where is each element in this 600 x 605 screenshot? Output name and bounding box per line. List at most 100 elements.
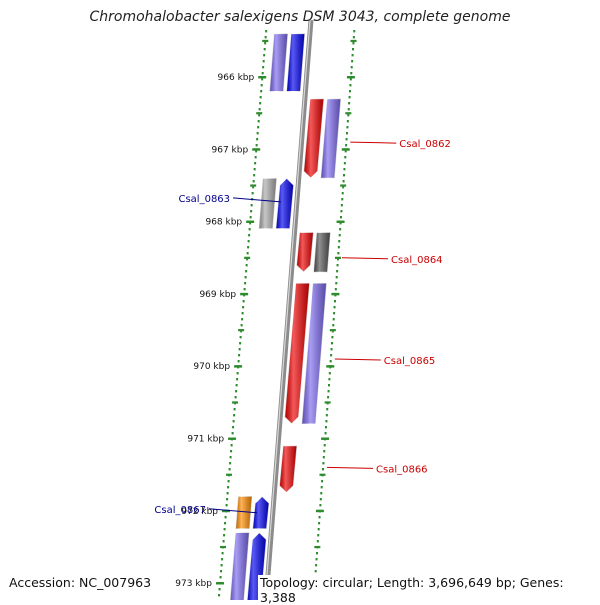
ruler-dot (326, 414, 328, 416)
gene-feature (229, 533, 249, 601)
ruler-dot (348, 102, 350, 104)
ruler-dot (232, 432, 234, 434)
ruler-dot (235, 396, 237, 398)
ruler-dot (229, 468, 231, 470)
ruler-minor-tick (351, 40, 357, 42)
ruler-dot (345, 144, 347, 146)
ruler-dot (245, 276, 247, 278)
label-leader (350, 142, 396, 143)
ruler-major-tick (258, 76, 266, 78)
ruler-dot (333, 312, 335, 314)
ruler-dot (349, 90, 351, 92)
gene-feature (279, 446, 297, 493)
gene-feature-shading (287, 34, 305, 92)
ruler-dot (343, 180, 345, 182)
ruler-dot (265, 36, 267, 38)
ruler-dot (220, 570, 222, 572)
ruler-dot (322, 468, 324, 470)
ruler-dot (329, 372, 331, 374)
ruler-major-tick (326, 365, 334, 367)
ruler-dot (254, 168, 256, 170)
ruler-dot (338, 246, 340, 248)
tick-label: 971 kbp (187, 435, 224, 445)
ruler-dot (340, 210, 342, 212)
ruler-dot (241, 318, 243, 320)
tick-label: 967 kbp (212, 145, 249, 155)
ruler-dot (233, 420, 235, 422)
ruler-dot (240, 336, 242, 338)
map-title: Chromohalobacter salexigens DSM 3043, co… (0, 9, 600, 25)
ruler-dot (219, 588, 221, 590)
ruler-dot (337, 264, 339, 266)
gene-feature (297, 232, 314, 272)
ruler-dot (348, 108, 350, 110)
ruler-dot (253, 174, 255, 176)
ruler-dot (238, 360, 240, 362)
ruler-dot (256, 138, 258, 140)
ruler-dot (262, 66, 264, 68)
ruler-dot (337, 252, 339, 254)
ruler-minor-tick (319, 474, 325, 476)
ruler-dot (350, 72, 352, 74)
accession-label: Accession: NC_007963 (9, 575, 151, 590)
ruler-major-tick (347, 76, 355, 78)
ruler-dot (244, 282, 246, 284)
gene-feature-shading (276, 178, 294, 229)
ruler-dot (339, 234, 341, 236)
ruler-dot (326, 408, 328, 410)
tick-label: 973 kbp (175, 579, 212, 589)
ruler-dot (257, 132, 259, 134)
ruler-dot (334, 300, 336, 302)
ruler-dot (226, 498, 228, 500)
ruler-dot (261, 84, 263, 86)
ruler-major-tick (321, 438, 329, 440)
ruler-dot (230, 456, 232, 458)
ruler-dot (230, 450, 232, 452)
ruler-dot (225, 516, 227, 518)
ruler-dot (340, 216, 342, 218)
ruler-dot (257, 126, 259, 128)
ruler-dot (264, 48, 266, 50)
gene-feature-shading (229, 533, 249, 601)
ruler-dot (353, 30, 355, 32)
ruler-dot (248, 240, 250, 242)
ruler-dot (344, 162, 346, 164)
gene-feature (276, 178, 294, 229)
ruler-dot (328, 378, 330, 380)
ruler-dot (343, 168, 345, 170)
ruler-dot (223, 540, 225, 542)
ruler-dot (330, 354, 332, 356)
gene-feature (304, 99, 324, 179)
ruler-dot (325, 426, 327, 428)
ruler-minor-tick (262, 40, 268, 42)
ruler-minor-tick (226, 474, 232, 476)
tick-label: 969 kbp (199, 290, 236, 300)
ruler-dot (238, 354, 240, 356)
ruler-dot (320, 492, 322, 494)
ruler-dot (349, 96, 351, 98)
ruler-dot (236, 378, 238, 380)
ruler-dot (351, 66, 353, 68)
ruler-dot (324, 444, 326, 446)
tick-label: 970 kbp (193, 362, 230, 372)
gene-feature-shading (297, 232, 314, 272)
ruler-dot (332, 324, 334, 326)
ruler-major-tick (337, 221, 345, 223)
ruler-dot (232, 426, 234, 428)
label-leader (327, 467, 373, 468)
ruler-dot (339, 228, 341, 230)
ruler-dot (335, 288, 337, 290)
ruler-dot (262, 72, 264, 74)
ruler-dot (352, 54, 354, 56)
ruler-dot (249, 228, 251, 230)
ruler-major-tick (234, 365, 242, 367)
ruler-dot (233, 414, 235, 416)
ruler-dot (248, 234, 250, 236)
ruler-dot (334, 306, 336, 308)
ruler-dot (227, 486, 229, 488)
ruler-dot (318, 522, 320, 524)
ruler-dot (315, 570, 317, 572)
ruler-dot (235, 390, 237, 392)
ruler-minor-tick (244, 257, 250, 259)
